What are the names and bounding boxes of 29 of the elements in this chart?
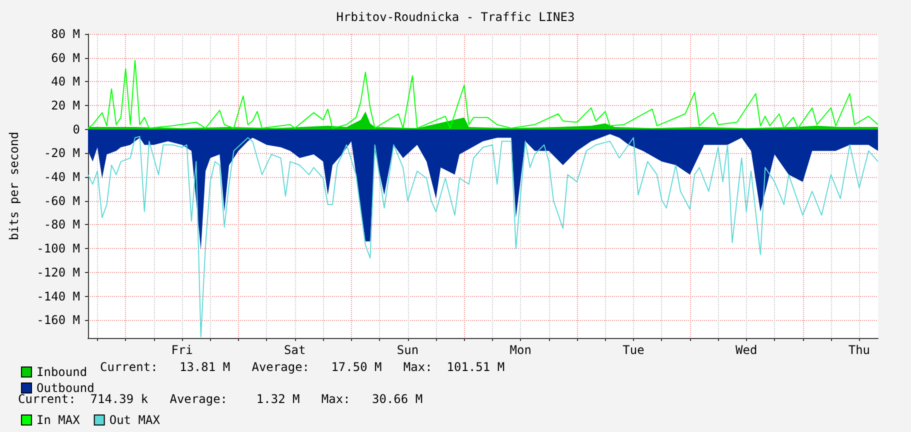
legend-label: Outbound — [36, 381, 94, 395]
text: Current: 714.39 k Average: 1.32 M Max: 30.66 M — [18, 392, 423, 406]
y-tick-label: 80 M — [51, 27, 80, 41]
line-series — [88, 60, 878, 129]
y-tick-label: 20 M — [51, 98, 80, 113]
y-tick-label: -160 M — [36, 313, 80, 328]
y-tick-label: -20 M — [44, 146, 80, 160]
x-tick-label: Wed — [735, 343, 758, 357]
y-tick-label: 60 M — [51, 50, 80, 65]
x-tick-label: Tue — [622, 343, 644, 357]
legend-label: Out MAX — [109, 413, 161, 427]
x-tick-label: Fri — [171, 343, 193, 357]
y-tick-label: -40 M — [44, 170, 80, 184]
x-tick-label: Sun — [396, 343, 419, 357]
chart-title: Hrbitov-Roudnicka - Traffic LINE3 — [336, 10, 575, 24]
x-tick-label: Sat — [284, 343, 306, 357]
y-axis-title: bits per second — [7, 132, 21, 240]
y-tick-label: -140 M — [36, 289, 80, 304]
y-tick-label: -100 M — [36, 242, 80, 256]
y-tick-label: 40 M — [51, 74, 80, 89]
text: Current: 13.81 M Average: 17.50 M Max: 101.51 M — [100, 360, 505, 374]
x-tick-label: Thu — [848, 343, 870, 357]
legend-label: In MAX — [36, 413, 81, 427]
y-tick-label: -80 M — [44, 218, 80, 232]
y-tick-label: 0 — [72, 122, 80, 136]
y-tick-label: -60 M — [44, 194, 80, 208]
x-tick-label: Mon — [510, 343, 532, 357]
y-tick-label: -120 M — [36, 265, 80, 280]
legend-label: Inbound — [36, 365, 88, 379]
